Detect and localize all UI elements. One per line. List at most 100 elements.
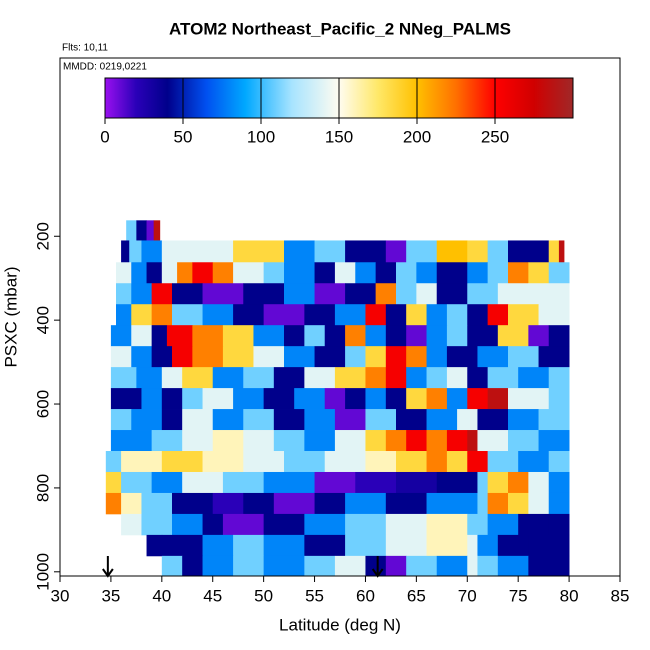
data-cell bbox=[528, 555, 570, 577]
data-cell bbox=[131, 283, 153, 305]
data-cell bbox=[136, 367, 163, 389]
data-cell bbox=[202, 555, 234, 577]
data-cell bbox=[284, 240, 315, 263]
colorbar-tick-label: 0 bbox=[100, 127, 109, 146]
y-axis-label: PSXC (mbar) bbox=[1, 266, 20, 367]
data-cell bbox=[528, 534, 570, 557]
data-cell bbox=[304, 513, 346, 536]
data-cell bbox=[182, 471, 224, 494]
data-cell bbox=[406, 430, 427, 452]
data-cell bbox=[314, 240, 346, 263]
data-cell bbox=[110, 346, 132, 368]
data-cell bbox=[334, 367, 366, 389]
data-cell bbox=[385, 430, 407, 452]
data-cell bbox=[426, 304, 448, 326]
data-cell bbox=[385, 513, 427, 536]
data-cell bbox=[161, 367, 183, 389]
data-cell bbox=[263, 555, 305, 577]
data-cell bbox=[146, 220, 155, 241]
data-cell bbox=[477, 555, 499, 577]
y-tick-label: 600 bbox=[33, 390, 52, 418]
data-cell bbox=[202, 388, 234, 410]
data-cell bbox=[385, 240, 407, 263]
dates-label: MMDD: 0219,0221 bbox=[63, 62, 147, 73]
data-cell bbox=[233, 262, 265, 284]
data-cell bbox=[151, 283, 173, 305]
x-axis-label: Latitude (deg N) bbox=[279, 615, 401, 634]
data-cell bbox=[406, 555, 438, 577]
data-cell bbox=[182, 409, 214, 431]
data-cell bbox=[304, 367, 336, 389]
data-cell bbox=[396, 451, 427, 473]
data-cell bbox=[538, 430, 570, 452]
data-cell bbox=[426, 430, 448, 452]
data-cell bbox=[416, 283, 438, 305]
data-cell bbox=[477, 346, 509, 368]
data-cell bbox=[131, 325, 153, 347]
data-cell bbox=[284, 262, 315, 284]
data-cell bbox=[151, 430, 183, 452]
data-cell bbox=[105, 471, 122, 494]
x-tick-label: 40 bbox=[152, 586, 171, 605]
data-cell bbox=[538, 409, 570, 431]
data-cell bbox=[446, 430, 468, 452]
data-cell bbox=[416, 262, 438, 284]
data-cell bbox=[161, 262, 178, 284]
x-tick-label: 80 bbox=[560, 586, 579, 605]
data-cell bbox=[136, 220, 147, 241]
flights-label: Flts: 10,11 bbox=[62, 43, 108, 54]
data-cell bbox=[487, 367, 519, 389]
data-cell bbox=[355, 471, 397, 494]
data-cell bbox=[477, 534, 499, 557]
data-cell bbox=[487, 304, 509, 326]
data-cell bbox=[518, 367, 550, 389]
data-cell bbox=[467, 304, 489, 326]
data-cell bbox=[153, 220, 161, 241]
data-cell bbox=[548, 367, 570, 389]
data-cell bbox=[121, 513, 142, 536]
data-cell bbox=[243, 409, 275, 431]
data-cell bbox=[406, 388, 427, 410]
data-cell bbox=[406, 346, 427, 368]
data-cell bbox=[192, 346, 224, 368]
data-cell bbox=[467, 534, 478, 557]
data-cell bbox=[304, 325, 326, 347]
colorbar-tick-label: 150 bbox=[325, 127, 353, 146]
data-cell bbox=[233, 240, 285, 263]
data-cell bbox=[375, 283, 397, 305]
data-cell bbox=[314, 492, 346, 515]
data-cell bbox=[467, 262, 489, 284]
x-tick-label: 30 bbox=[51, 586, 70, 605]
data-cell bbox=[477, 492, 489, 515]
data-cell bbox=[131, 409, 163, 431]
data-cell bbox=[182, 388, 203, 410]
data-cell bbox=[182, 367, 214, 389]
data-cell bbox=[334, 304, 366, 326]
y-tick-label: 200 bbox=[33, 222, 52, 250]
data-cell bbox=[518, 513, 550, 536]
data-cell bbox=[172, 346, 193, 368]
data-cell bbox=[105, 492, 122, 515]
data-cell bbox=[243, 367, 275, 389]
data-cell bbox=[304, 430, 336, 452]
data-cell bbox=[273, 430, 305, 452]
data-cell bbox=[324, 388, 346, 410]
data-cell bbox=[233, 304, 265, 326]
data-cell bbox=[253, 346, 285, 368]
data-cell bbox=[233, 388, 265, 410]
x-tick-label: 55 bbox=[305, 586, 324, 605]
data-cell bbox=[345, 346, 366, 368]
data-cell bbox=[334, 555, 366, 577]
data-cell bbox=[141, 492, 173, 515]
data-cell bbox=[365, 388, 387, 410]
data-cell bbox=[161, 240, 234, 263]
data-cell bbox=[528, 492, 550, 515]
plot-frame bbox=[59, 57, 621, 577]
data-cell bbox=[396, 471, 438, 494]
data-cell bbox=[538, 304, 570, 326]
data-cell bbox=[467, 240, 489, 263]
data-cell bbox=[508, 409, 539, 431]
data-cell bbox=[202, 513, 224, 536]
data-cell bbox=[284, 325, 305, 347]
